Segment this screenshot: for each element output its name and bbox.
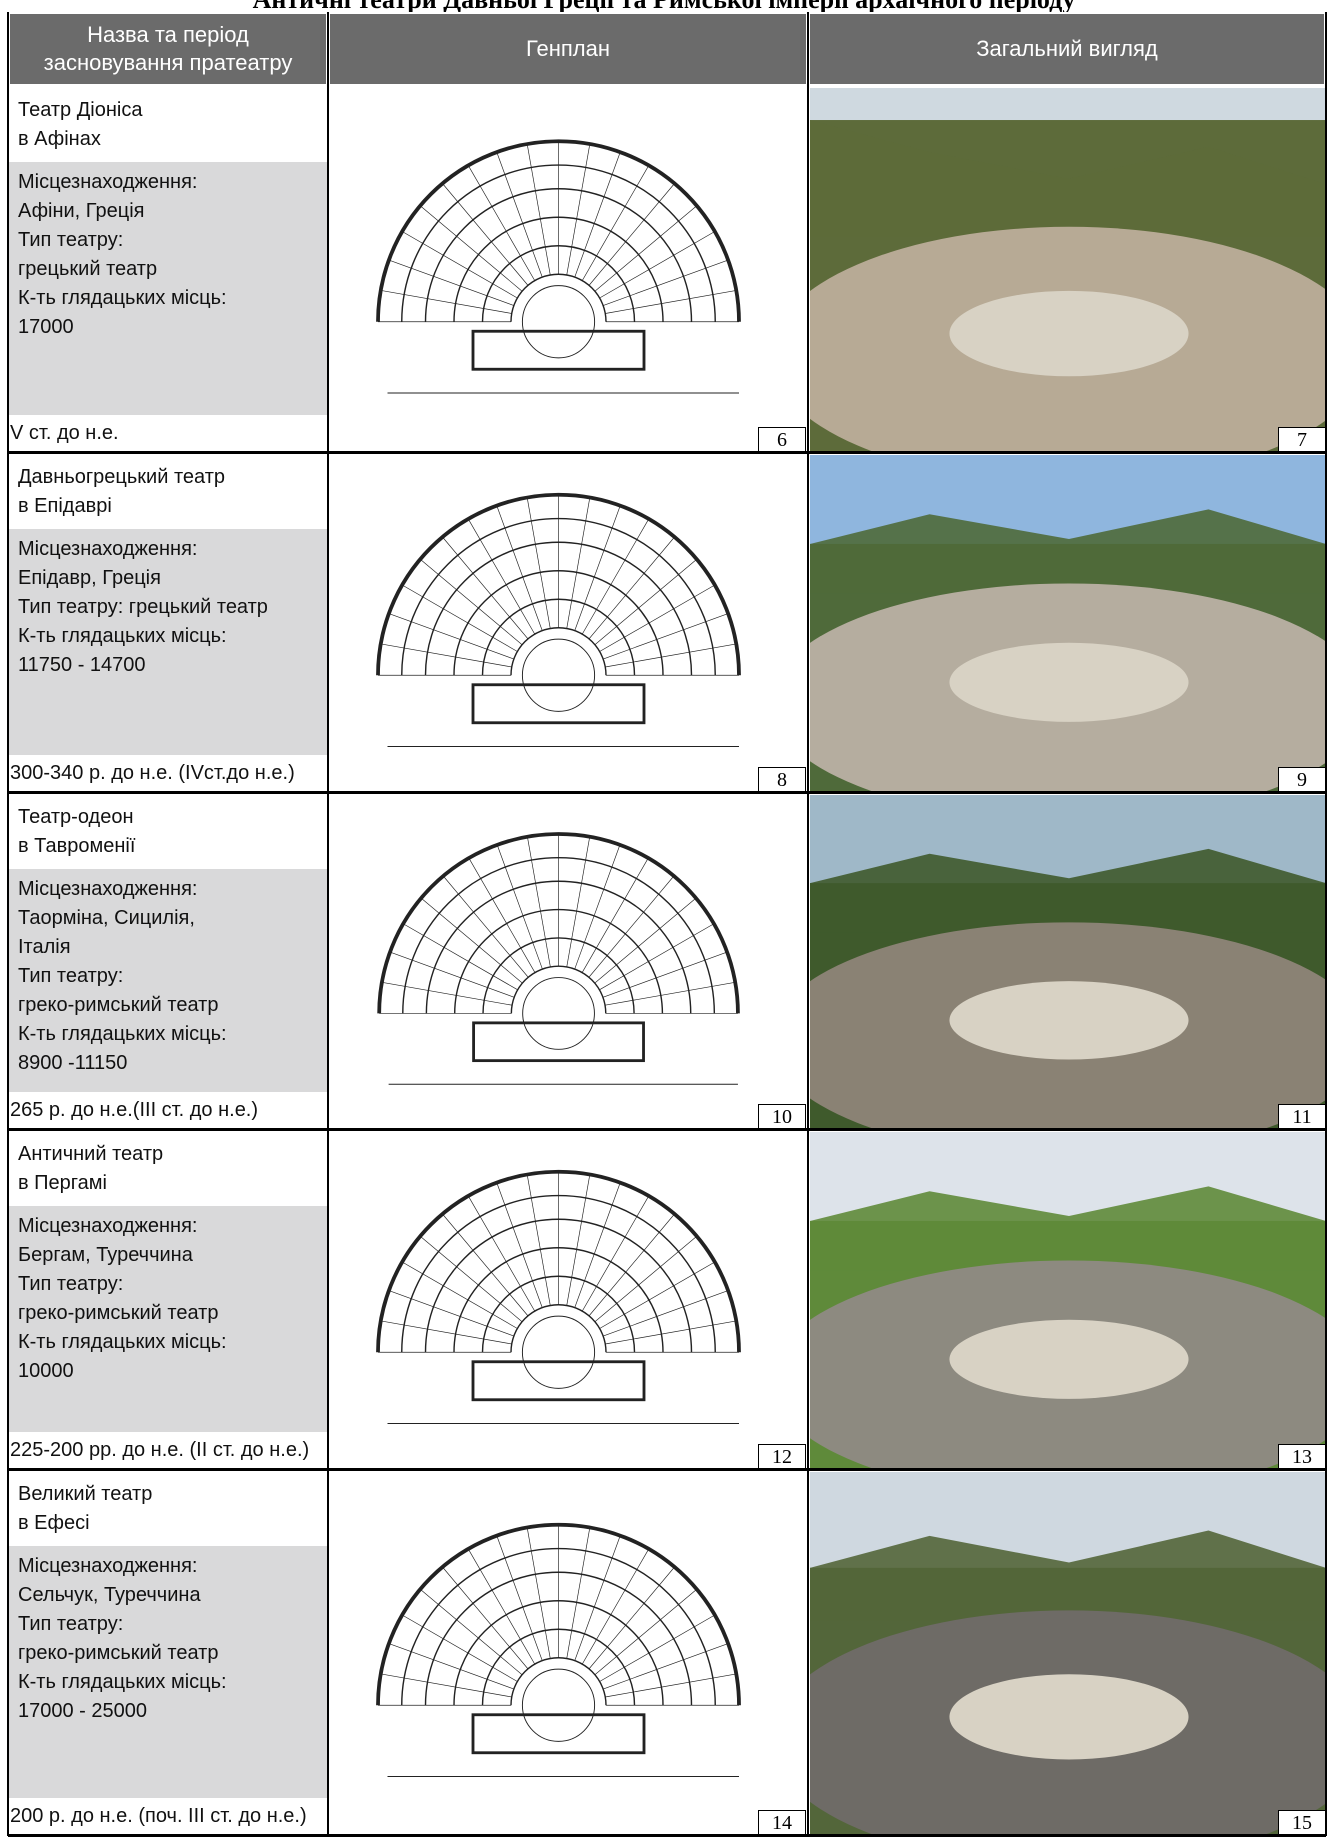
plan-cell [340, 94, 796, 445]
column-border [327, 12, 329, 1836]
theatre-detail: грецький театр [8, 255, 328, 284]
theatre-detail: Місцезнаходження: [8, 1552, 328, 1581]
photo-cell [810, 1472, 1326, 1834]
theatre-detail: Таорміна, Сицилія, [8, 904, 328, 933]
figure-number: 14 [758, 1810, 806, 1835]
theatre-detail: греко-римський театр [8, 1639, 328, 1668]
photo-cell [810, 88, 1326, 451]
photo [810, 1132, 1326, 1468]
theatre-detail: Афіни, Греція [8, 197, 328, 226]
figure-number: 7 [1278, 427, 1326, 452]
page: Античні театри Давньої Греції та Римсько… [0, 0, 1328, 1840]
period: V ст. до н.е. [8, 419, 328, 448]
theatre-detail: Бергам, Туреччина [8, 1241, 328, 1270]
column-border [807, 12, 809, 1836]
theatre-detail: Тип театру: [8, 962, 328, 991]
theatre-detail: Місцезнаходження: [8, 875, 328, 904]
photo-cell [810, 1132, 1326, 1468]
theatre-name: Давньогрецький театр [8, 463, 328, 492]
theatre-name: Великий театр [8, 1480, 328, 1509]
period: 300-340 р. до н.е. (IVст.до н.е.) [8, 759, 328, 788]
theatre-name: Театр Діоніса [8, 96, 328, 125]
plan-drawing [340, 461, 796, 785]
theatre-detail: К-ть глядацьких місць: [8, 1328, 328, 1357]
plan-drawing [340, 94, 796, 445]
figure-number: 8 [758, 767, 806, 792]
theatre-detail: К-ть глядацьких місць: [8, 622, 328, 651]
figure-number: 9 [1278, 767, 1326, 792]
theatre-name: в Епідаврі [8, 492, 328, 521]
theatre-detail: 11750 - 14700 [8, 651, 328, 680]
photo [810, 88, 1326, 451]
theatre-detail: греко-римський театр [8, 991, 328, 1020]
photo [810, 455, 1326, 791]
theatre-detail: К-ть глядацьких місць: [8, 1020, 328, 1049]
column-header: Загальний вигляд [808, 12, 1326, 86]
theatre-detail: Місцезнаходження: [8, 168, 328, 197]
theatre-name: Театр-одеон [8, 803, 328, 832]
theatre-name: в Ефесі [8, 1509, 328, 1538]
plan-cell [340, 461, 796, 785]
row-border [8, 1128, 1326, 1131]
plan-drawing [340, 801, 796, 1122]
theatre-detail: 17000 [8, 313, 328, 342]
column-border [1325, 12, 1327, 1836]
plan-cell [340, 1478, 796, 1828]
column-border [7, 12, 9, 1836]
figure-number: 11 [1278, 1104, 1326, 1129]
plan-cell [340, 801, 796, 1122]
period: 225-200 рр. до н.е. (II ст. до н.е.) [8, 1436, 328, 1465]
figure-number: 12 [758, 1444, 806, 1469]
photo-cell [810, 455, 1326, 791]
theatre-detail: 8900 -11150 [8, 1049, 328, 1078]
theatre-detail: 17000 - 25000 [8, 1697, 328, 1726]
theatre-detail: Епідавр, Греція [8, 564, 328, 593]
theatre-detail: К-ть глядацьких місць: [8, 284, 328, 313]
theatre-detail: Сельчук, Туреччина [8, 1581, 328, 1610]
theatre-detail: Тип театру: [8, 1270, 328, 1299]
period: 265 р. до н.е.(III ст. до н.е.) [8, 1096, 328, 1125]
row-border [8, 451, 1326, 454]
theatre-name: Античний театр [8, 1140, 328, 1169]
column-header: Генплан [328, 12, 808, 86]
figure-number: 13 [1278, 1444, 1326, 1469]
theatre-detail: Італія [8, 933, 328, 962]
column-header: Назва та період засновування пратеатру [8, 12, 328, 86]
theatre-detail: К-ть глядацьких місць: [8, 1668, 328, 1697]
figure-number: 6 [758, 427, 806, 452]
theatre-name: в Пергамі [8, 1169, 328, 1198]
theatre-detail: греко-римський театр [8, 1299, 328, 1328]
row-border [8, 1468, 1326, 1471]
theatre-name: в Тавроменії [8, 832, 328, 861]
theatre-detail: 10000 [8, 1357, 328, 1386]
plan-drawing [340, 1478, 796, 1828]
period: 200 р. до н.е. (поч. III ст. до н.е.) [8, 1802, 328, 1831]
photo [810, 1472, 1326, 1834]
row-border [8, 791, 1326, 794]
theatre-detail: Місцезнаходження: [8, 535, 328, 564]
figure-number: 15 [1278, 1810, 1326, 1835]
photo [810, 795, 1326, 1128]
theatre-detail: Місцезнаходження: [8, 1212, 328, 1241]
theatre-name: в Афінах [8, 125, 328, 154]
row-border [8, 1834, 1326, 1837]
theatre-detail: Тип театру: [8, 1610, 328, 1639]
plan-drawing [340, 1138, 796, 1462]
theatre-detail: Тип театру: грецький театр [8, 593, 328, 622]
photo-cell [810, 795, 1326, 1128]
plan-cell [340, 1138, 796, 1462]
figure-number: 10 [758, 1104, 806, 1129]
theatre-detail: Тип театру: [8, 226, 328, 255]
